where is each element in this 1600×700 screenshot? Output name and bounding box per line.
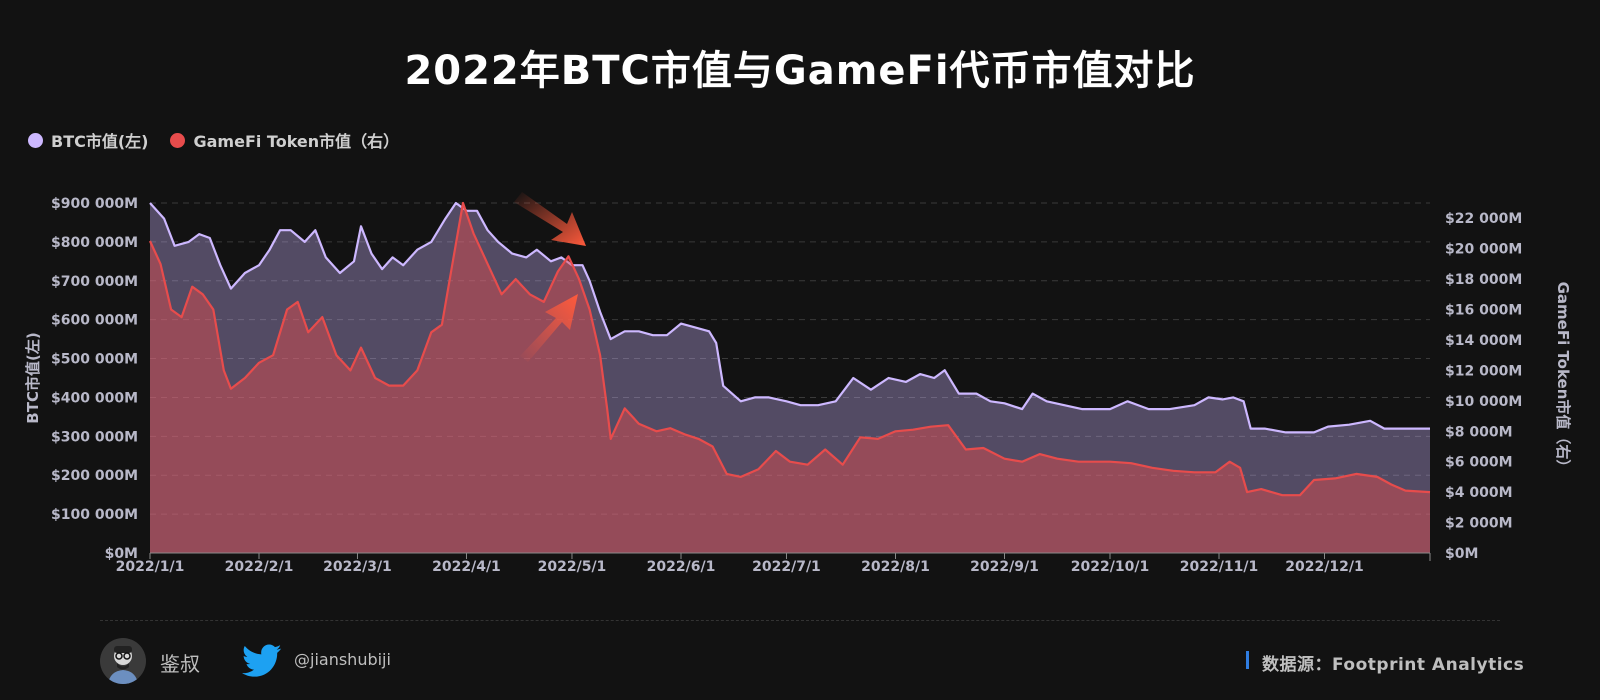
y-left-tick-label: $900 000M bbox=[51, 196, 138, 212]
y-left-tick-label: $100 000M bbox=[51, 507, 138, 523]
y-right-tick-label: $20 000M bbox=[1445, 242, 1522, 258]
avatar-icon bbox=[100, 638, 146, 684]
y-right-tick-label: $10 000M bbox=[1445, 394, 1522, 410]
x-tick-label: 2022/8/1 bbox=[861, 559, 930, 575]
y-left-tick-label: $700 000M bbox=[51, 274, 138, 290]
x-tick-label: 2022/5/1 bbox=[538, 559, 607, 575]
x-tick-label: 2022/12/1 bbox=[1285, 559, 1363, 575]
btc-line bbox=[149, 201, 1430, 434]
y-right-tick-label: $8 000M bbox=[1445, 424, 1513, 440]
y-right-tick-label: $2 000M bbox=[1445, 516, 1513, 532]
x-tick-label: 2022/3/1 bbox=[323, 559, 392, 575]
legend-dot-gamefi bbox=[170, 132, 186, 148]
y-left-tick-label: $500 000M bbox=[51, 352, 138, 368]
y-right-axis-title: GameFi Token市值（右） bbox=[1554, 282, 1572, 475]
x-tick-label: 2022/1/1 bbox=[116, 559, 185, 575]
author-name: 鉴叔 bbox=[160, 652, 200, 676]
y-left-axis-title: BTC市值(左) bbox=[24, 332, 42, 423]
x-tick-label: 2022/4/1 bbox=[432, 559, 501, 575]
gamefi-area bbox=[150, 203, 1430, 553]
y-left-tick-label: $600 000M bbox=[51, 313, 138, 329]
legend-item-btc[interactable]: BTC市值(左) bbox=[28, 128, 148, 152]
btc-area bbox=[150, 203, 1430, 553]
y-left-tick-label: $800 000M bbox=[51, 235, 138, 251]
y-right-tick-label: $22 000M bbox=[1445, 211, 1522, 227]
y-right-tick-label: $16 000M bbox=[1445, 303, 1522, 319]
x-tick-label: 2022/10/1 bbox=[1071, 559, 1149, 575]
y-left-tick-label: $200 000M bbox=[51, 468, 138, 484]
footer-divider bbox=[100, 620, 1500, 621]
y-left-tick-label: $300 000M bbox=[51, 429, 138, 445]
grid-lines bbox=[150, 202, 1430, 515]
legend-dot-btc bbox=[28, 132, 43, 148]
y-right-tick-label: $14 000M bbox=[1445, 333, 1522, 349]
y-left-tick-label: $0M bbox=[105, 546, 138, 562]
avatar bbox=[100, 638, 146, 684]
chart-title: 2022年BTC市值与GameFi代币市值对比 bbox=[404, 48, 1196, 94]
axes: $0M $100 000M $200 000M $300 000M $400 000M $… bbox=[24, 196, 1572, 575]
btc-series bbox=[149, 201, 1431, 553]
y-right-tick-label: $12 000M bbox=[1445, 363, 1522, 379]
legend-label-btc: BTC市值(左) bbox=[51, 132, 149, 151]
arrow-down-icon bbox=[514, 192, 586, 246]
y-right-tick-label: $0M bbox=[1445, 546, 1478, 562]
legend-label-gamefi: GameFi Token市值（右） bbox=[193, 132, 400, 151]
legend-item-gamefi[interactable]: GameFi Token市值（右） bbox=[170, 128, 399, 152]
twitter-handle[interactable]: @jianshubiji bbox=[294, 650, 391, 669]
data-source: 数据源：Footprint Analytics bbox=[1262, 655, 1525, 675]
x-tick-label: 2022/2/1 bbox=[225, 559, 294, 575]
x-tick-label: 2022/7/1 bbox=[752, 559, 821, 575]
y-right-tick-label: $6 000M bbox=[1445, 455, 1513, 471]
y-right-tick-label: $18 000M bbox=[1445, 272, 1522, 288]
x-tick-label: 2022/11/1 bbox=[1180, 559, 1258, 575]
chart-legend: BTC市值(左) GameFi Token市值（右） bbox=[28, 128, 399, 152]
x-tick-label: 2022/9/1 bbox=[970, 559, 1039, 575]
y-right-tick-label: $4 000M bbox=[1445, 485, 1513, 501]
twitter-icon[interactable] bbox=[242, 644, 282, 682]
y-left-tick-label: $400 000M bbox=[51, 390, 138, 406]
source-accent-bar bbox=[1246, 651, 1249, 669]
arrow-up-icon bbox=[520, 294, 578, 362]
gamefi-series bbox=[149, 201, 1431, 553]
x-tick-label: 2022/6/1 bbox=[647, 559, 716, 575]
